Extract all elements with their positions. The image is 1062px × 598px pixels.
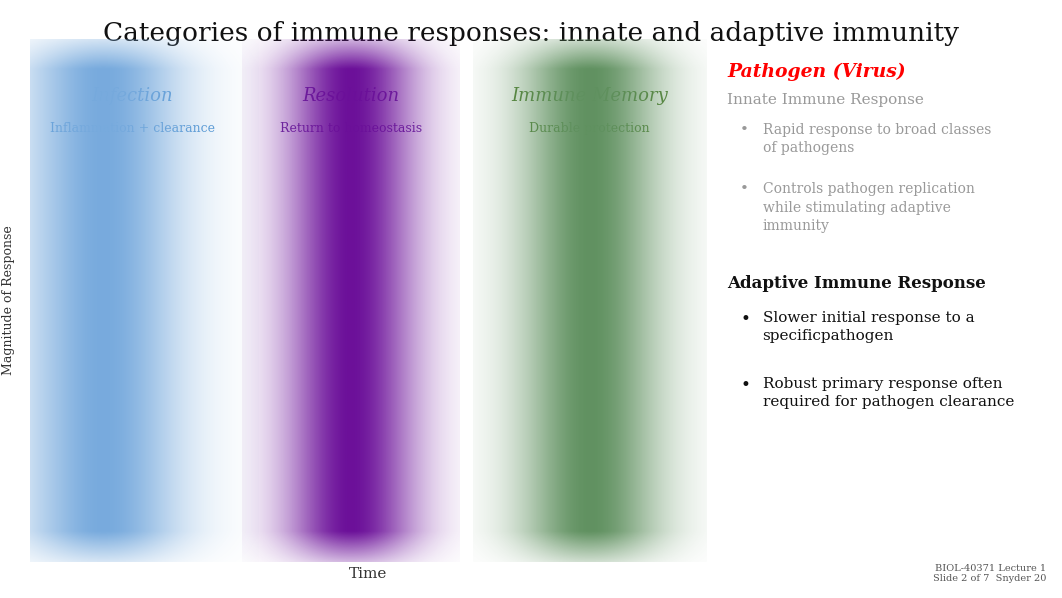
Text: Robust primary response often
required for pathogen clearance: Robust primary response often required f… — [763, 377, 1014, 409]
Text: Innate Immune Response: Innate Immune Response — [727, 93, 924, 106]
Text: •: • — [740, 182, 749, 196]
Text: BIOL-40371 Lecture 1
Slide 2 of 7  Snyder 20: BIOL-40371 Lecture 1 Slide 2 of 7 Snyder… — [932, 564, 1046, 583]
Text: Return to homeostasis: Return to homeostasis — [280, 121, 422, 135]
Text: •: • — [740, 377, 750, 393]
Text: Immune Memory: Immune Memory — [511, 87, 668, 105]
Text: •: • — [740, 311, 750, 328]
Text: Resolution: Resolution — [303, 87, 399, 105]
Text: Controls pathogen replication
while stimulating adaptive
immunity: Controls pathogen replication while stim… — [763, 182, 975, 233]
Text: Pathogen (Virus): Pathogen (Virus) — [727, 63, 906, 81]
Text: •: • — [740, 123, 749, 136]
Text: Adaptive Immune Response: Adaptive Immune Response — [727, 275, 987, 292]
Text: Categories of immune responses: innate and adaptive immunity: Categories of immune responses: innate a… — [103, 21, 959, 46]
Text: Slower initial response to a
specificpathogen: Slower initial response to a specificpat… — [763, 311, 974, 343]
Text: Infection: Infection — [91, 87, 173, 105]
Text: Time: Time — [348, 567, 388, 581]
Text: Durable protection: Durable protection — [529, 121, 650, 135]
Text: Magnitude of Response: Magnitude of Response — [2, 225, 15, 376]
Text: Inflammation + clearance: Inflammation + clearance — [50, 121, 215, 135]
Text: Rapid response to broad classes
of pathogens: Rapid response to broad classes of patho… — [763, 123, 991, 155]
